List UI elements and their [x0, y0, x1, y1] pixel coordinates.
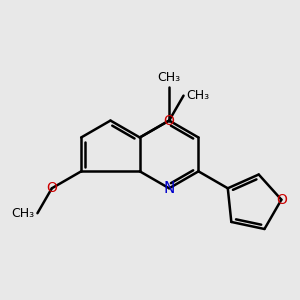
Text: CH₃: CH₃: [11, 207, 35, 220]
Text: O: O: [46, 181, 57, 195]
Text: CH₃: CH₃: [187, 89, 210, 102]
Text: O: O: [164, 114, 175, 128]
Text: N: N: [164, 181, 175, 196]
Text: CH₃: CH₃: [158, 71, 181, 84]
Text: O: O: [276, 193, 287, 207]
